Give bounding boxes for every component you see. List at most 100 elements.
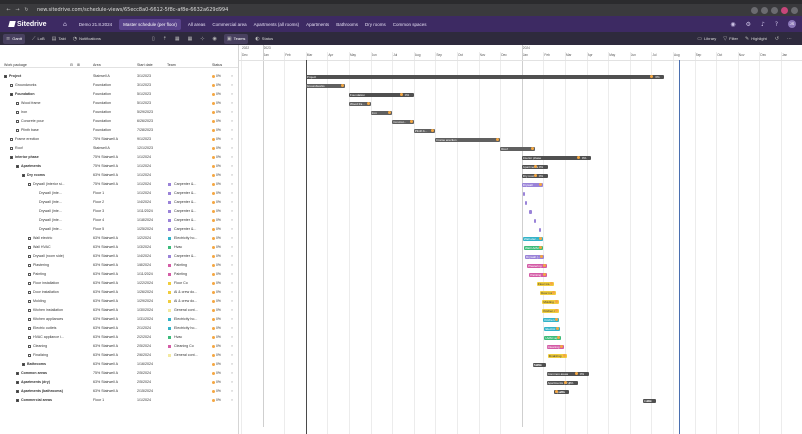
- status-cell[interactable]: 0%: [212, 218, 221, 222]
- status-cell[interactable]: 0%: [212, 119, 221, 123]
- status-cell[interactable]: 0%: [212, 326, 221, 330]
- gantt-bar[interactable]: [546, 380, 578, 385]
- close-icon[interactable]: ×: [231, 74, 234, 78]
- expand-toggle-icon[interactable]: [4, 75, 7, 78]
- close-icon[interactable]: ×: [231, 344, 234, 348]
- close-icon[interactable]: ×: [231, 209, 234, 213]
- expand-toggle-icon[interactable]: [16, 390, 19, 393]
- gantt-bar[interactable]: [527, 263, 547, 268]
- work-package-name[interactable]: Floor installation: [33, 281, 60, 285]
- status-cell[interactable]: 0%: [212, 200, 221, 204]
- table-row[interactable]: Bathrooms 63% Stairwell A 1/16/2024 0% ×: [0, 360, 238, 369]
- gantt-bar[interactable]: [525, 254, 545, 259]
- work-package-name[interactable]: HVAC appliance i...: [33, 335, 64, 339]
- gantt-bar[interactable]: [521, 182, 544, 187]
- work-package-name[interactable]: Drywall (interior si...: [33, 182, 65, 186]
- status-cell[interactable]: 0%: [212, 317, 221, 321]
- table-row[interactable]: Common areas 75% Stairwell A 2/5/2024 0% ×: [0, 369, 238, 378]
- gantt-bar[interactable]: [532, 362, 546, 367]
- table-row[interactable]: Drywall (inte... Floor 1 1/1/2024 Carpenter…: [0, 189, 238, 198]
- status-cell[interactable]: 0%: [212, 83, 221, 87]
- close-icon[interactable]: ×: [231, 227, 234, 231]
- status-cell[interactable]: 0%: [212, 263, 221, 267]
- work-package-name[interactable]: Apartments: [21, 164, 41, 168]
- close-icon[interactable]: ×: [231, 299, 234, 303]
- expand-toggle-icon[interactable]: [16, 381, 19, 384]
- grid-splitter[interactable]: [238, 45, 239, 434]
- expand-toggle-icon[interactable]: [10, 156, 13, 159]
- url-field[interactable]: new.sitedrive.com/schedule-views/65ecc8a…: [37, 7, 229, 13]
- status-cell[interactable]: 0%: [212, 308, 221, 312]
- close-icon[interactable]: ×: [231, 254, 234, 258]
- work-package-name[interactable]: Cleaning: [33, 344, 48, 348]
- expand-all-icon[interactable]: ⊟: [70, 62, 74, 67]
- visibility-icon[interactable]: ◉: [212, 35, 217, 42]
- status-cell[interactable]: 0%: [212, 92, 221, 96]
- status-cell[interactable]: 0%: [212, 74, 221, 78]
- status-cell[interactable]: 0%: [212, 299, 221, 303]
- work-package-name[interactable]: Painting: [33, 272, 46, 276]
- forward-icon[interactable]: →: [15, 7, 20, 13]
- status-cell[interactable]: 0%: [212, 173, 221, 177]
- teams-button[interactable]: ▣ Teams: [223, 33, 249, 44]
- status-cell[interactable]: 0%: [212, 398, 221, 402]
- close-icon[interactable]: ×: [231, 317, 234, 321]
- work-package-name[interactable]: Drywall (inte...: [39, 191, 62, 195]
- work-package-name[interactable]: Interior phase: [15, 155, 39, 159]
- status-cell[interactable]: 0%: [212, 209, 221, 213]
- expand-toggle-icon[interactable]: [28, 318, 31, 321]
- menu-icon[interactable]: [791, 6, 798, 14]
- gantt-bar[interactable]: [547, 353, 568, 358]
- work-package-name[interactable]: Foundation: [15, 92, 35, 96]
- expand-toggle-icon[interactable]: [28, 282, 31, 285]
- status-cell[interactable]: 0%: [212, 245, 221, 249]
- upload-icon[interactable]: ⇡: [162, 35, 167, 42]
- collapse-all-icon[interactable]: ⊞: [77, 62, 81, 67]
- close-icon[interactable]: ×: [231, 101, 234, 105]
- gantt-bar[interactable]: [543, 317, 559, 322]
- expand-toggle-icon[interactable]: [10, 84, 13, 87]
- gantt-bar[interactable]: [554, 389, 570, 394]
- work-package-name[interactable]: Apartments (dry): [21, 380, 50, 384]
- close-icon[interactable]: ×: [231, 200, 234, 204]
- gantt-bar[interactable]: [523, 245, 544, 250]
- calendar-icon[interactable]: ▦: [174, 35, 180, 42]
- close-icon[interactable]: ×: [231, 308, 234, 312]
- gantt-bar[interactable]: [529, 209, 532, 214]
- close-icon[interactable]: ×: [231, 335, 234, 339]
- work-package-name[interactable]: Drywall (inte...: [39, 218, 62, 222]
- gantt-bar[interactable]: [435, 137, 501, 142]
- table-row[interactable]: Drywall (inte... Floor 2 1/4/2024 Carpenter…: [0, 198, 238, 207]
- extension-icon[interactable]: [771, 6, 778, 14]
- calendar-dropdown-icon[interactable]: ▦: [187, 35, 193, 42]
- gantt-bar[interactable]: [540, 290, 557, 295]
- status-cell[interactable]: 0%: [212, 290, 221, 294]
- bell-icon[interactable]: ♪: [760, 20, 765, 28]
- status-cell[interactable]: 0%: [212, 182, 221, 186]
- expand-toggle-icon[interactable]: [16, 372, 19, 375]
- expand-toggle-icon[interactable]: [28, 354, 31, 357]
- expand-toggle-icon[interactable]: [22, 174, 25, 177]
- close-icon[interactable]: ×: [231, 236, 234, 240]
- table-row[interactable]: Drywall (inte... Floor 5 1/25/2024 Carpente…: [0, 225, 238, 234]
- table-row[interactable]: Concrete pour Foundation 6/26/2023 0% ×: [0, 117, 238, 126]
- table-row[interactable]: Finalizing 63% Stairwell A 2/6/2024 General…: [0, 351, 238, 360]
- table-row[interactable]: Apartments (bathrooms) 63% Stairwell A 2/1…: [0, 387, 238, 396]
- work-package-name[interactable]: Dry rooms: [27, 173, 45, 177]
- status-cell[interactable]: 0%: [212, 254, 221, 258]
- work-package-name[interactable]: Finalizing: [33, 353, 49, 357]
- close-icon[interactable]: ×: [231, 353, 234, 357]
- work-package-name[interactable]: Drywall (inte...: [39, 227, 62, 231]
- work-package-name[interactable]: Plastering: [33, 263, 49, 267]
- work-package-name[interactable]: Bathrooms: [27, 362, 46, 366]
- tab-master-schedule-per-floor[interactable]: Master schedule (per floor): [119, 18, 181, 30]
- gantt-bar[interactable]: [544, 326, 560, 331]
- expand-toggle-icon[interactable]: [28, 273, 31, 276]
- gantt-bar[interactable]: [305, 74, 665, 79]
- work-package-name[interactable]: Drywall (room side): [33, 254, 64, 258]
- table-row[interactable]: Plinth base Foundation 7/28/2023 0% ×: [0, 126, 238, 135]
- status-cell[interactable]: 0%: [212, 380, 221, 384]
- status-cell[interactable]: 0%: [212, 110, 221, 114]
- close-icon[interactable]: ×: [231, 218, 234, 222]
- tab-demo-21-8-2024[interactable]: Demo 21.8.2024: [78, 21, 113, 27]
